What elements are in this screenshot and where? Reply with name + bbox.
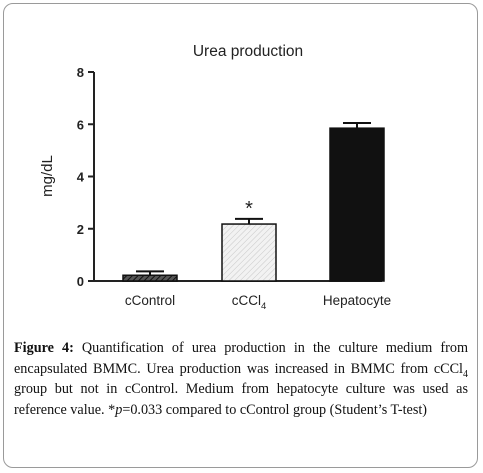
y-tick-label: 2 — [77, 222, 84, 237]
bar-hepatocyte — [329, 127, 385, 282]
caption-text-2: group but not in cControl. Medium from h… — [14, 381, 468, 418]
caption-text-1: Quantification of urea production in the… — [14, 340, 468, 377]
bar-chart: Urea production mg/dL 0 2 4 6 8 cControl cCCl4… — [39, 43, 391, 312]
bar-ccontrol — [122, 274, 178, 282]
significance-marker: * — [245, 198, 253, 220]
y-tick-label: 4 — [77, 170, 85, 185]
y-axis-label: mg/dL — [39, 155, 56, 197]
x-tick-label: cCCl4 — [232, 293, 267, 312]
plot-area: 0 2 4 6 8 cControl cCCl4 Hepatocyte * — [77, 65, 391, 312]
caption-text-3: =0.033 compared to cControl group (Stude… — [122, 401, 428, 418]
x-tick-label: cControl — [125, 293, 175, 308]
chart-title: Urea production — [193, 43, 303, 60]
caption-label: Figure 4: — [14, 340, 74, 356]
figure-caption: Figure 4: Quantification of urea product… — [14, 338, 468, 420]
y-tick-label: 6 — [77, 117, 84, 132]
y-tick-label: 8 — [77, 65, 84, 80]
caption-p-symbol: p — [115, 401, 123, 418]
caption-subscript-1: 4 — [463, 368, 468, 380]
y-tick-label: 0 — [77, 274, 84, 289]
bar-cccl4 — [221, 223, 277, 282]
x-tick-label: Hepatocyte — [323, 293, 391, 308]
